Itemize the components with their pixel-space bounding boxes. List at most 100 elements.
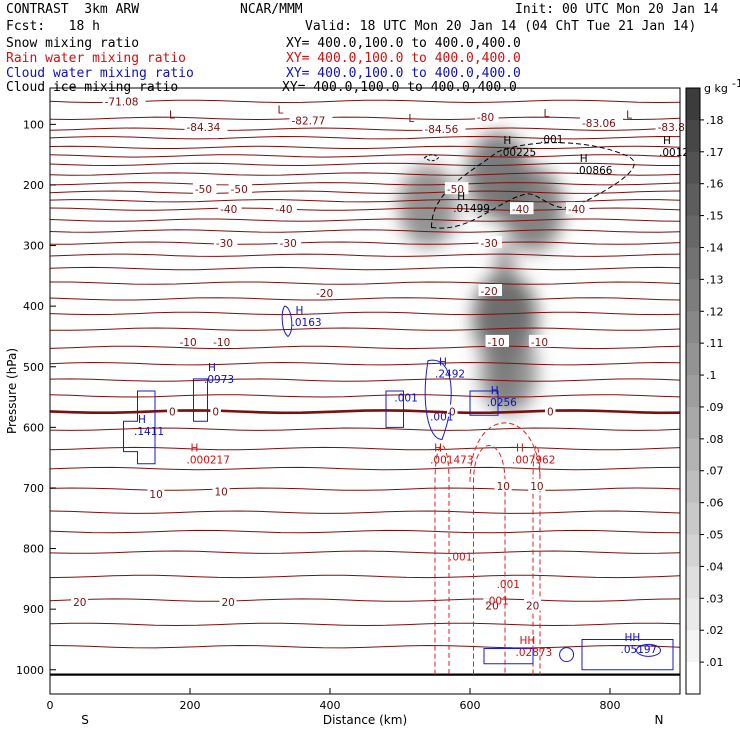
- colorbar-label-4: .14: [706, 241, 724, 254]
- isotherm-21: [50, 345, 680, 350]
- ytick-label-1: 200: [23, 179, 44, 192]
- isotherm-label-8: -50: [231, 184, 248, 196]
- label-bg-16: [478, 236, 502, 249]
- colorbar-swatch-15: [686, 566, 700, 599]
- isotherm-label-33: 20: [485, 601, 498, 613]
- low-marker-3: L: [544, 108, 550, 120]
- isotherm-label-31: 20: [73, 597, 86, 609]
- colorbar-unit: g kg: [704, 82, 728, 95]
- rain-marker-6: HH: [520, 635, 536, 647]
- isotherm-0: [50, 99, 680, 104]
- init-time: Init: 00 UTC Mon 20 Jan 14: [515, 2, 719, 17]
- rain-contour-1: [473, 445, 506, 675]
- cloud-water-marker-3: H: [439, 357, 447, 369]
- cloud-water-contour-2: [281, 305, 293, 338]
- snow-stem: [496, 245, 513, 404]
- x-axis-title: Distance (km): [323, 713, 407, 727]
- colorbar-label-3: .15: [706, 210, 724, 223]
- cloud-water-marker-2: H: [296, 305, 304, 317]
- isotherm-22: [50, 361, 680, 366]
- isotherm-label-9: -50: [447, 184, 464, 196]
- cloud-water-contour-6: [581, 638, 674, 671]
- snow-label-3: .01499: [453, 203, 490, 215]
- label-bg-27: [147, 487, 165, 500]
- snow-marker-1: H: [580, 153, 588, 165]
- cloud-water-label-1: .0973: [204, 374, 234, 386]
- label-bg-11: [273, 202, 297, 215]
- label-bg-23: [167, 404, 178, 417]
- isotherm-label-23: 0: [169, 407, 176, 419]
- isotherm-18: [50, 297, 680, 301]
- isotherm-16: [50, 266, 680, 271]
- forecast-hour: Fcst: 18 h: [6, 19, 100, 34]
- cloud-water-contour-5: [469, 390, 499, 416]
- snow-marker-3: H: [457, 191, 465, 203]
- colorbar-swatch-6: [686, 279, 700, 312]
- low-marker-4: L: [626, 109, 632, 121]
- rain-contour-top: [469, 422, 541, 482]
- field-name-snow: Snow mixing ratio: [6, 36, 140, 51]
- field-name-cloud-ice: Cloud ice mixing ratio: [6, 80, 179, 95]
- isotherm-label-18: -20: [481, 286, 498, 298]
- isotherm-20: [50, 327, 680, 331]
- isotherm-label-30: 10: [530, 481, 543, 493]
- isotherm-34: [50, 598, 680, 602]
- colorbar-label-5: .13: [706, 273, 724, 286]
- isotherm-label-20: -10: [213, 337, 230, 349]
- isotherm-30: [50, 510, 680, 514]
- isotherm-label-34: 20: [526, 601, 539, 613]
- cloud-water-cell: [636, 643, 661, 657]
- isotherm-label-13: -40: [568, 204, 585, 216]
- cloud-water-contour-1: [193, 378, 208, 422]
- isotherm-label-6: -83.86: [658, 122, 692, 134]
- cloud-water-label-3: .2492: [435, 369, 465, 381]
- colorbar-label-16: .02: [706, 624, 724, 637]
- isotherm-3: [50, 135, 680, 140]
- cloud-water-marker-0: H: [138, 414, 146, 426]
- colorbar-swatch-13: [686, 502, 700, 536]
- label-bg-4: [475, 110, 499, 123]
- cloud-water-contour-7: [483, 648, 534, 665]
- colorbar-swatch-3: [686, 183, 700, 217]
- cloud-water-label-0: .1411: [134, 426, 164, 438]
- low-marker-1: L: [278, 104, 284, 116]
- snow-blob-0: [398, 165, 458, 247]
- ytick-label-3: 400: [23, 300, 44, 313]
- rain-label-0: .000217: [187, 455, 230, 467]
- isotherm-label-2: -82.77: [292, 116, 326, 128]
- label-bg-2: [289, 113, 333, 126]
- isotherm-4: [50, 145, 680, 149]
- xtick-label-2: 400: [320, 699, 341, 712]
- label-bg-21: [485, 334, 509, 347]
- label-bg-7: [192, 182, 217, 195]
- isotherm-7: [50, 172, 680, 176]
- cloud-water-label-5: .001: [430, 412, 453, 424]
- colorbar-label-2: .16: [706, 178, 724, 191]
- isotherm-label-17: -20: [316, 288, 333, 300]
- colorbar-label-6: .12: [706, 305, 724, 318]
- isotherm-label-29: 10: [497, 481, 510, 493]
- cloud-ice-contour: [430, 142, 635, 229]
- snow-label-1: .00866: [576, 165, 613, 177]
- xtick-label-0: 0: [47, 699, 54, 712]
- colorbar-swatch-18: [686, 662, 700, 695]
- label-bg-3: [422, 122, 466, 135]
- label-bg-20: [211, 334, 235, 347]
- field-xy-cloud-ice: XY= 400.0,100.0 to 400.0,400.0: [282, 80, 517, 95]
- isotherm-5: [50, 154, 680, 158]
- low-marker-2: L: [408, 113, 414, 125]
- ytick-label-8: 900: [23, 603, 44, 616]
- label-bg-33: [483, 598, 501, 611]
- colorbar-label-7: .11: [706, 337, 724, 350]
- cloud-ice-small: [423, 154, 440, 162]
- field-xy-cloud-water: XY= 400.0,100.0 to 400.0,400.0: [286, 66, 521, 81]
- rain-label-4: .001: [497, 579, 520, 591]
- isotherm-label-16: -30: [481, 238, 498, 250]
- isotherm-label-15: -30: [280, 238, 297, 250]
- colorbar-swatch-14: [686, 534, 700, 567]
- cloud-water-cell-small: [559, 647, 575, 663]
- isotherm-8: [50, 182, 680, 186]
- colorbar-swatch-11: [686, 438, 700, 472]
- isotherm-label-27: 10: [149, 489, 162, 501]
- colorbar-label-14: .04: [706, 560, 724, 573]
